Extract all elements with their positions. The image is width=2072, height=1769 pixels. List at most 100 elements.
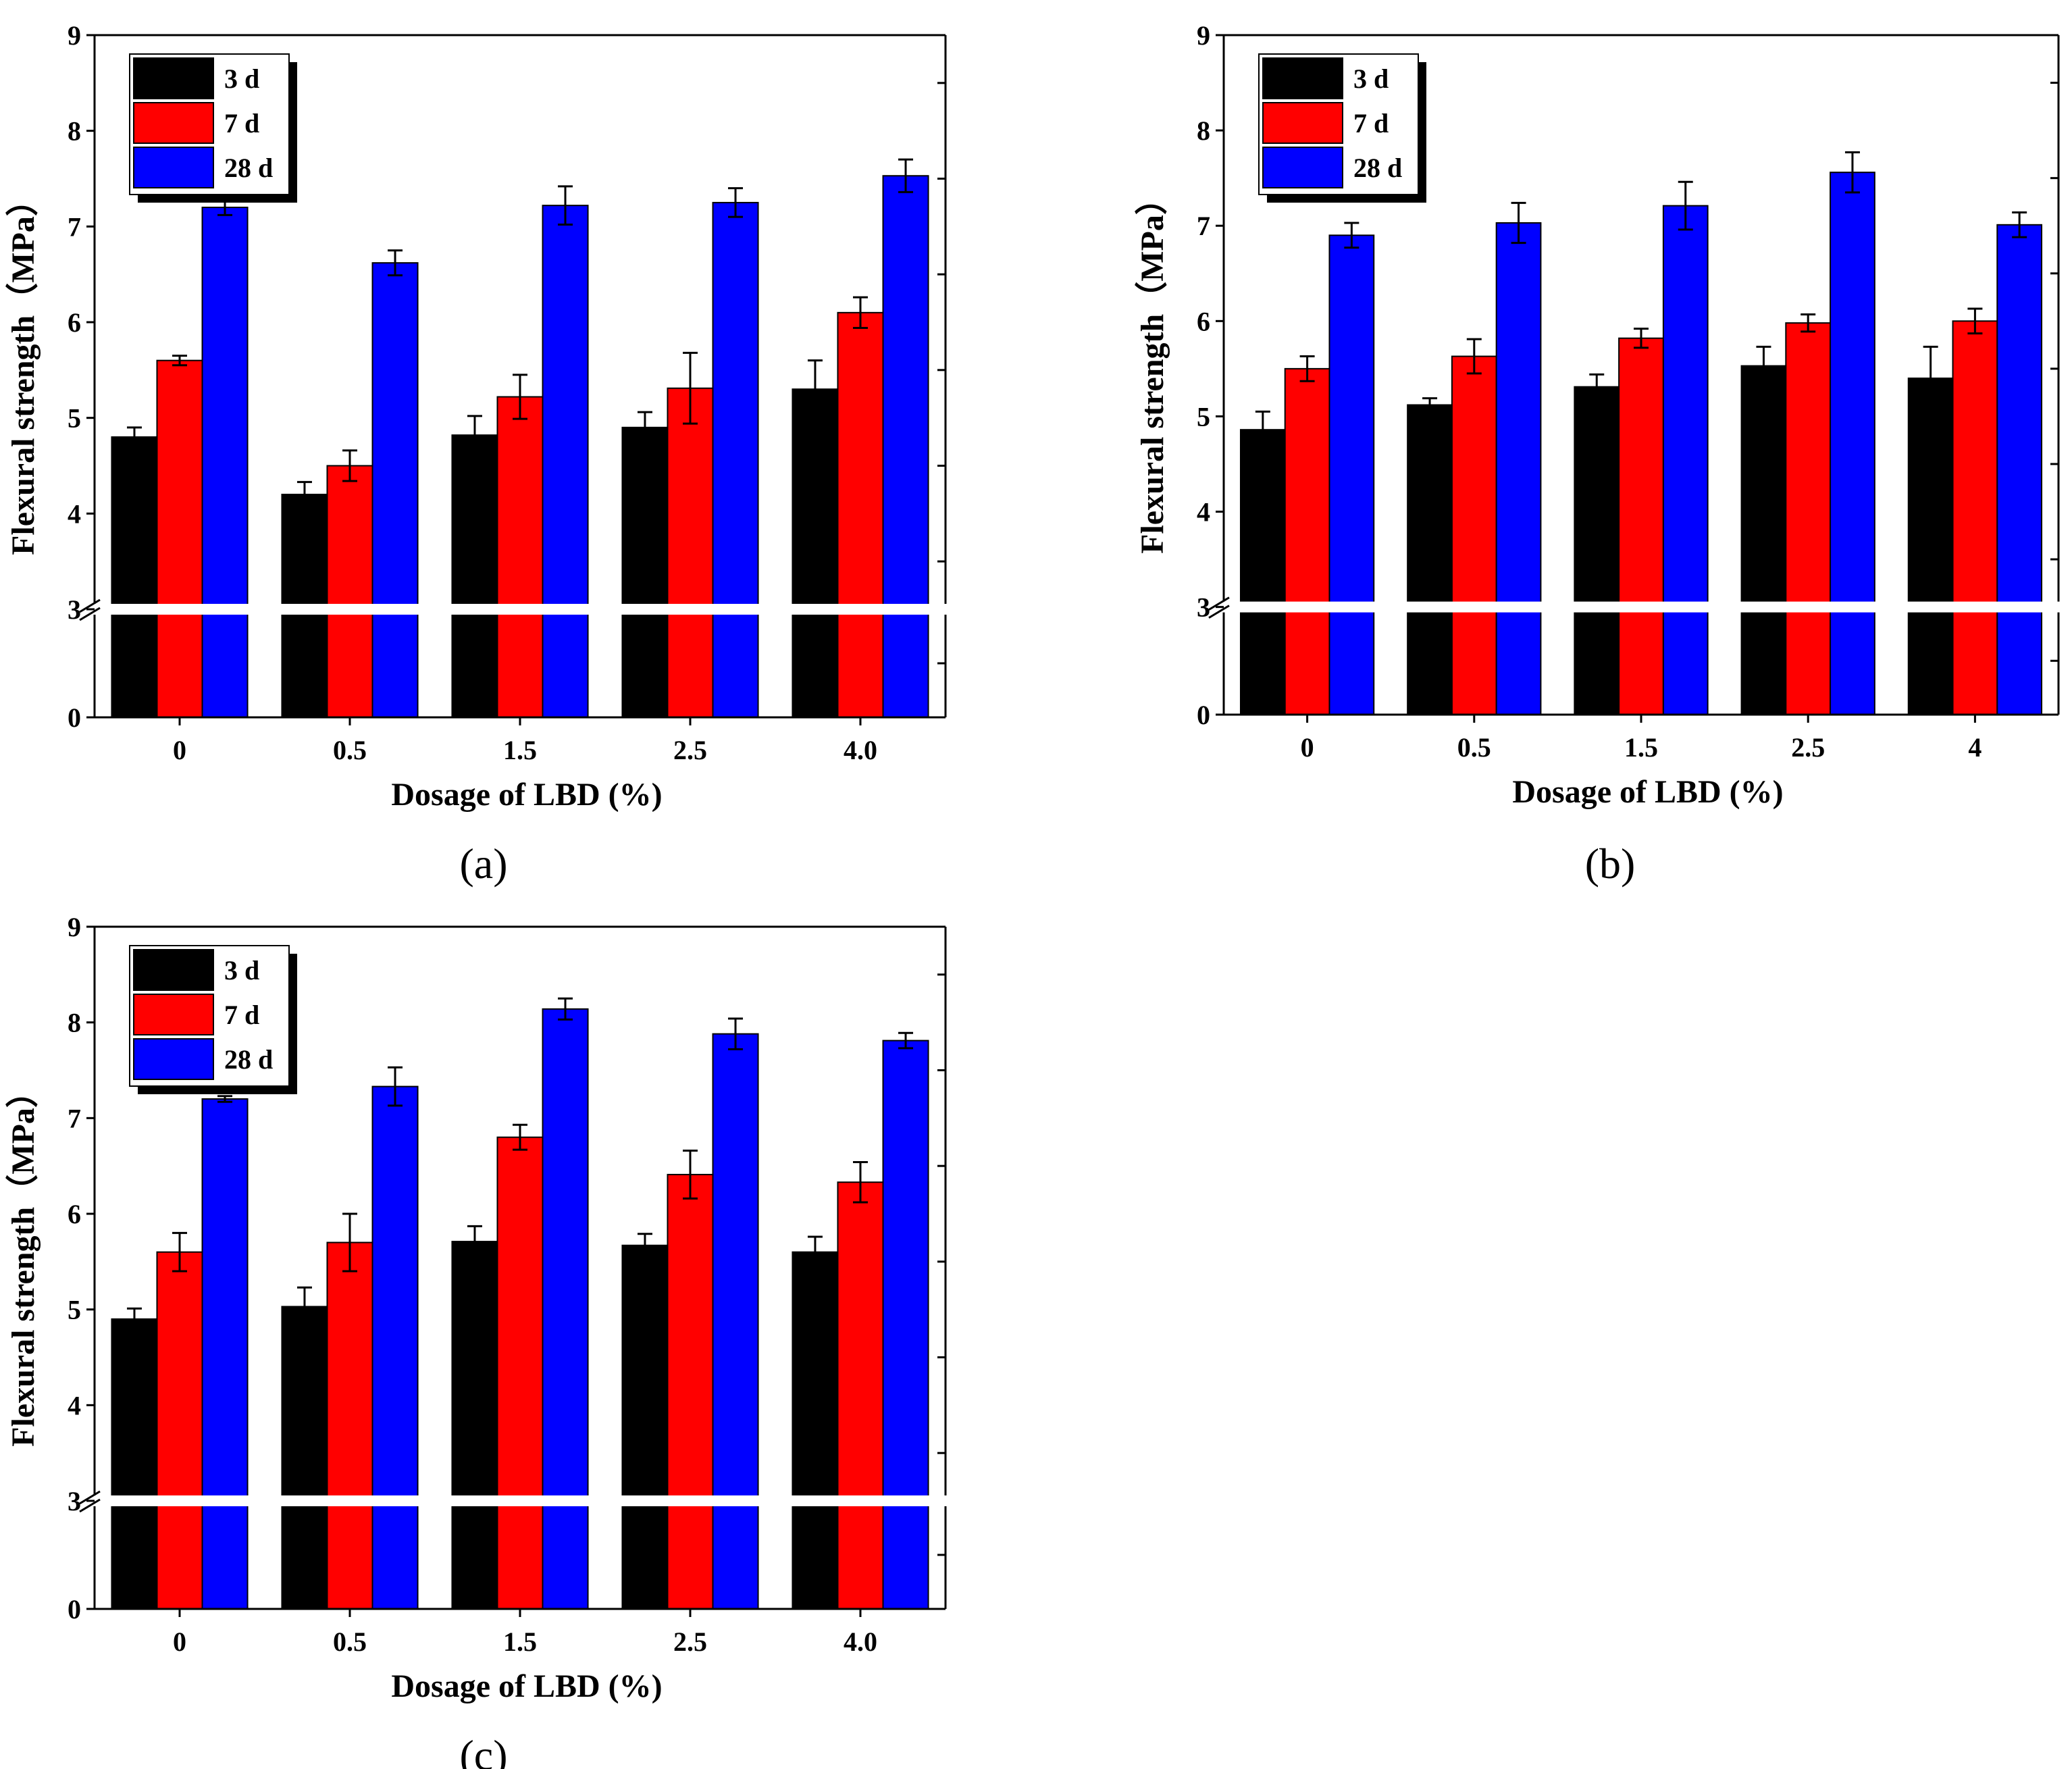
bar — [1495, 222, 1542, 716]
panel-label: (a) — [459, 840, 507, 888]
bar — [1284, 367, 1330, 715]
y-tick-label: 3 — [68, 1486, 81, 1516]
bar — [621, 1244, 669, 1610]
bar — [837, 1181, 884, 1610]
x-tick-label: 2.5 — [673, 1626, 707, 1657]
panel-c: 0 3 4 5 6 7 8 9 0 0.5 1.5 2.5 4.0 Dosage of LBD (%) Fl… — [5, 912, 950, 1769]
bar — [1785, 322, 1832, 716]
y-tick-label: 9 — [1197, 20, 1210, 51]
axis-break-band — [74, 604, 950, 615]
bar — [792, 388, 839, 719]
y-tick-label: 7 — [1197, 211, 1210, 241]
y-tick-label: 3 — [68, 594, 81, 625]
x-axis-title: Dosage of LBD (%) — [391, 777, 662, 813]
legend-label: 7 d — [224, 1000, 259, 1030]
bar — [451, 434, 498, 719]
legend-swatch — [133, 994, 214, 1035]
x-tick-label: 0 — [173, 1626, 186, 1657]
y-tick-label: 8 — [1197, 116, 1210, 146]
y-tick-label: 9 — [68, 20, 81, 51]
x-tick-label: 0.5 — [1457, 732, 1491, 763]
bar — [1574, 386, 1620, 715]
x-tick-label: 2.5 — [1791, 732, 1825, 763]
y-axis-title: Flexural strength（MPa） — [1135, 182, 1170, 554]
x-tick-label: 1.5 — [1624, 732, 1658, 763]
bar — [542, 205, 589, 718]
bar — [156, 1251, 203, 1610]
axis-break-mark — [1208, 605, 1230, 619]
y-tick-label: 7 — [68, 1103, 81, 1133]
panel-a: 0 3 4 5 6 7 8 9 0 0.5 1.5 2.5 4.0 Dosage of LBD (%) Fl… — [5, 20, 950, 888]
y-tick-label: 5 — [68, 403, 81, 434]
bar — [1407, 404, 1453, 715]
axis-break-band — [74, 1495, 950, 1506]
axis-break-mark — [79, 1498, 101, 1513]
axis-break-band — [1203, 601, 2063, 613]
y-tick-label: 0 — [68, 1594, 81, 1624]
legend-swatch — [133, 1038, 214, 1080]
bar — [1328, 234, 1375, 715]
bar — [1451, 355, 1497, 715]
axis-break-mark — [79, 607, 101, 621]
y-tick-label: 4 — [68, 498, 81, 529]
legend-label: 7 d — [224, 108, 259, 138]
y-tick-label: 6 — [1197, 306, 1210, 336]
y-tick-label: 6 — [68, 307, 81, 338]
bar — [712, 1033, 759, 1610]
y-tick-label: 0 — [68, 702, 81, 733]
legend-label: 3 d — [224, 63, 259, 94]
x-axis-title: Dosage of LBD (%) — [1512, 774, 1783, 810]
panel-label: (c) — [459, 1731, 507, 1769]
y-tick-label: 9 — [68, 912, 81, 942]
bar — [667, 1173, 714, 1610]
bar — [111, 1318, 158, 1610]
x-tick-label: 4 — [1968, 732, 1982, 763]
bar — [201, 207, 249, 718]
axis-break-mark — [1208, 596, 1230, 611]
bar — [882, 175, 929, 718]
x-tick-label: 0.5 — [333, 1626, 367, 1657]
bar — [371, 262, 419, 718]
legend-label: 28 d — [224, 1044, 273, 1075]
bar — [201, 1098, 249, 1610]
y-tick-label: 0 — [1197, 700, 1210, 730]
x-tick-label: 0 — [1301, 732, 1314, 763]
x-tick-label: 0 — [173, 735, 186, 765]
x-tick-label: 1.5 — [503, 1626, 537, 1657]
legend-label: 3 d — [1353, 63, 1389, 94]
legend-swatch — [133, 147, 214, 188]
legend-label: 3 d — [224, 955, 259, 985]
bar — [451, 1241, 498, 1610]
bar — [1952, 320, 1998, 715]
x-tick-label: 0.5 — [333, 735, 367, 765]
bar — [111, 436, 158, 718]
x-tick-label: 2.5 — [673, 735, 707, 765]
legend-label: 7 d — [1353, 108, 1389, 138]
bar — [281, 1306, 328, 1610]
bar — [1662, 205, 1709, 715]
legend-label: 28 d — [224, 153, 273, 183]
y-tick-label: 4 — [1197, 497, 1210, 528]
x-tick-label: 4.0 — [844, 1626, 877, 1657]
bar — [837, 311, 884, 719]
panel-label: (b) — [1585, 840, 1636, 888]
axis-break-mark — [79, 1490, 101, 1505]
y-tick-label: 3 — [1197, 592, 1210, 623]
x-axis-title: Dosage of LBD (%) — [391, 1668, 662, 1704]
legend-label: 28 d — [1353, 153, 1402, 183]
x-tick-label: 1.5 — [503, 735, 537, 765]
y-tick-label: 5 — [68, 1295, 81, 1325]
bar — [712, 201, 759, 718]
legend-swatch — [133, 57, 214, 99]
y-tick-label: 6 — [68, 1199, 81, 1229]
panel-b: 0 3 4 5 6 7 8 9 0 0.5 1.5 2.5 4 Dosage of LBD (%) Flex… — [1135, 20, 2063, 888]
bar — [882, 1040, 929, 1610]
bar — [1830, 172, 1875, 715]
legend-swatch — [1262, 102, 1343, 144]
y-tick-label: 7 — [68, 211, 81, 242]
y-tick-label: 8 — [68, 1008, 81, 1038]
bar — [496, 396, 544, 718]
bar — [326, 1241, 373, 1610]
bar — [1740, 365, 1787, 715]
